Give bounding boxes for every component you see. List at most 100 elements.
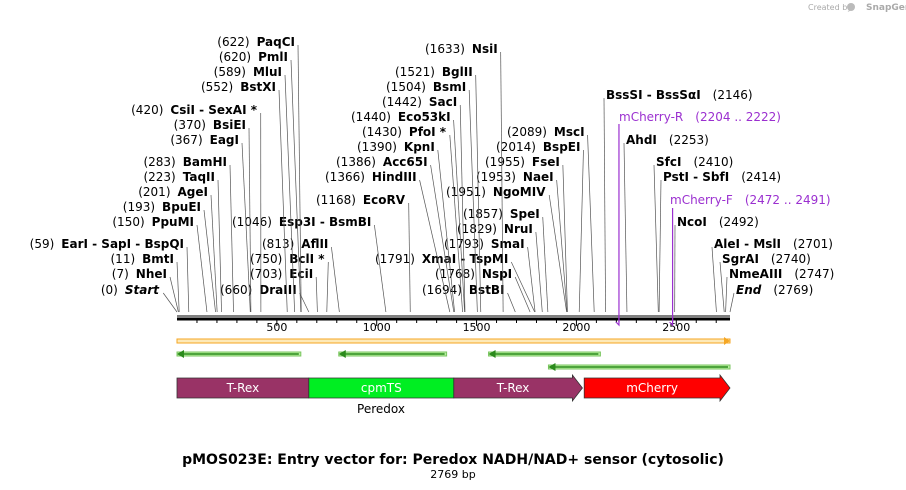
ruler-tick-label: 2500 bbox=[662, 321, 690, 334]
feature-label: T-Rex bbox=[226, 381, 260, 395]
orf-reverse-arrowhead bbox=[548, 363, 556, 371]
snapgene-logo-icon bbox=[847, 3, 855, 11]
site-label[interactable]: (2089) MscI bbox=[507, 125, 585, 139]
site-leader-line bbox=[186, 246, 190, 313]
site-label[interactable]: NmeAIII (2747) bbox=[729, 267, 834, 281]
site-label[interactable]: (1168) EcoRV bbox=[316, 193, 406, 207]
ruler-ticks bbox=[196, 320, 717, 326]
site-leader-line bbox=[711, 246, 717, 313]
site-label[interactable]: AleI - MslI (2701) bbox=[714, 237, 833, 251]
site-label[interactable]: (0) Start bbox=[101, 283, 160, 297]
site-label[interactable]: (1953) NaeI bbox=[476, 170, 554, 184]
site-leader-line bbox=[248, 127, 252, 313]
site-label[interactable]: NcoI (2492) bbox=[677, 215, 759, 229]
site-label[interactable]: (370) BsiEI bbox=[174, 118, 246, 132]
site-label[interactable]: BssSI - BssSαI (2146) bbox=[606, 88, 753, 102]
site-leader-lines bbox=[162, 44, 735, 313]
site-label[interactable]: PstI - SbfI (2414) bbox=[663, 170, 781, 184]
site-label[interactable]: (1442) SacI bbox=[382, 95, 457, 109]
site-label[interactable]: (1791) XmaI - TspMI bbox=[375, 252, 508, 266]
site-label[interactable]: (1951) NgoMIV bbox=[446, 185, 546, 199]
site-label[interactable]: (620) PmlI bbox=[219, 50, 288, 64]
site-label[interactable]: SgrAI (2740) bbox=[722, 252, 811, 266]
site-leader-line bbox=[527, 246, 536, 313]
primer-label[interactable]: mCherry-F (2472 .. 2491) bbox=[670, 193, 831, 207]
feature-group-label: Peredox bbox=[357, 402, 405, 416]
site-leader-line bbox=[210, 194, 218, 313]
site-label[interactable]: (1829) NruI bbox=[457, 222, 533, 236]
site-label[interactable]: (223) TaqII bbox=[143, 170, 215, 184]
site-leader-line bbox=[326, 261, 329, 313]
site-leader-line bbox=[535, 231, 543, 313]
site-leader-line bbox=[449, 134, 463, 313]
site-label[interactable]: (1793) SmaI bbox=[444, 237, 525, 251]
site-label[interactable]: (420) CsiI - SexAI * bbox=[131, 103, 258, 117]
site-label[interactable]: (7) NheI bbox=[112, 267, 167, 281]
site-label[interactable]: (1504) BsmI bbox=[386, 80, 466, 94]
site-label[interactable]: (1521) BglII bbox=[395, 65, 473, 79]
site-label[interactable]: (1366) HindIII bbox=[325, 170, 417, 184]
site-label[interactable]: (622) PaqCI bbox=[217, 35, 295, 49]
site-label[interactable]: (1046) Esp3I - BsmBI bbox=[232, 215, 371, 229]
site-label[interactable]: (1440) Eco53kI bbox=[351, 110, 451, 124]
site-leader-line bbox=[729, 292, 735, 313]
site-label[interactable]: (2014) BspEI bbox=[496, 140, 580, 154]
site-label[interactable]: (59) EarI - SapI - BspQI bbox=[30, 237, 184, 251]
site-label[interactable]: (660) DraIII bbox=[220, 283, 297, 297]
site-leader-line bbox=[556, 179, 568, 313]
primer-marks bbox=[615, 124, 674, 327]
site-leader-line bbox=[658, 179, 662, 313]
primer-label[interactable]: mCherry-R (2204 .. 2222) bbox=[619, 110, 781, 124]
site-label[interactable]: (1386) Acc65I bbox=[336, 155, 428, 169]
site-leader-line bbox=[603, 97, 606, 313]
site-leader-line bbox=[229, 164, 234, 313]
site-leader-line bbox=[653, 164, 659, 313]
site-label[interactable]: (589) MluI bbox=[214, 65, 282, 79]
site-label[interactable]: SfcI (2410) bbox=[656, 155, 733, 169]
mid-site-labels: (1046) Esp3I - BsmBI (813) AflII (750) BclI… bbox=[220, 42, 585, 297]
site-label[interactable]: (283) BamHI bbox=[143, 155, 227, 169]
left-site-labels: (622) PaqCI (620) PmlI (589) MluI (552) BstX… bbox=[30, 35, 295, 297]
site-label[interactable]: End (2769) bbox=[736, 283, 813, 297]
site-label[interactable]: (703) EciI bbox=[250, 267, 313, 281]
feature-arrow bbox=[583, 373, 731, 403]
site-leader-line bbox=[290, 59, 302, 313]
site-leader-line bbox=[297, 44, 302, 313]
primer-arrow bbox=[669, 316, 674, 327]
orf-forward-bar bbox=[176, 338, 731, 344]
site-label[interactable]: (11) BmtI bbox=[111, 252, 175, 266]
site-label[interactable]: (1633) NsiI bbox=[425, 42, 498, 56]
orf-forward-arrowhead bbox=[724, 337, 730, 345]
site-label[interactable]: (813) AflII bbox=[262, 237, 328, 251]
ruler-tick-labels: 500 1000 1500 2000 2500 bbox=[266, 321, 690, 334]
site-leader-line bbox=[507, 292, 516, 313]
site-label[interactable]: (1768) NspI bbox=[435, 267, 512, 281]
site-label[interactable]: (750) BclI * bbox=[250, 252, 325, 266]
site-leader-line bbox=[514, 276, 531, 313]
site-leader-line bbox=[587, 134, 595, 313]
site-label[interactable]: (1857) SpeI bbox=[463, 207, 540, 221]
site-label[interactable]: (150) PpuMI bbox=[112, 215, 194, 229]
site-label[interactable]: (1955) FseI bbox=[485, 155, 560, 169]
site-label[interactable]: (552) BstXI bbox=[201, 80, 276, 94]
site-leader-line bbox=[169, 276, 179, 313]
site-label[interactable]: (201) AgeI bbox=[138, 185, 208, 199]
snapgene-brand: SnapGene bbox=[866, 3, 906, 13]
site-label[interactable]: (1430) PfoI * bbox=[362, 125, 447, 139]
site-label[interactable]: (367) EagI bbox=[170, 133, 239, 147]
feature-label: cpmTS bbox=[361, 381, 402, 395]
site-label[interactable]: AhdI (2253) bbox=[626, 133, 709, 147]
site-leader-line bbox=[623, 142, 628, 313]
site-leader-line bbox=[500, 51, 504, 313]
right-site-labels: BssSI - BssSαI (2146) AhdI (2253) SfcI (241… bbox=[606, 88, 834, 297]
credit-prefix: Created by bbox=[808, 3, 852, 12]
site-label[interactable]: (1390) KpnI bbox=[357, 140, 435, 154]
site-leader-line bbox=[196, 224, 208, 313]
site-leader-line bbox=[419, 179, 451, 313]
site-leader-line bbox=[278, 89, 288, 313]
site-leader-line bbox=[719, 261, 725, 313]
site-leader-line bbox=[408, 202, 411, 313]
ruler-tick-label: 500 bbox=[266, 321, 287, 334]
site-label[interactable]: (193) BpuEI bbox=[123, 200, 201, 214]
